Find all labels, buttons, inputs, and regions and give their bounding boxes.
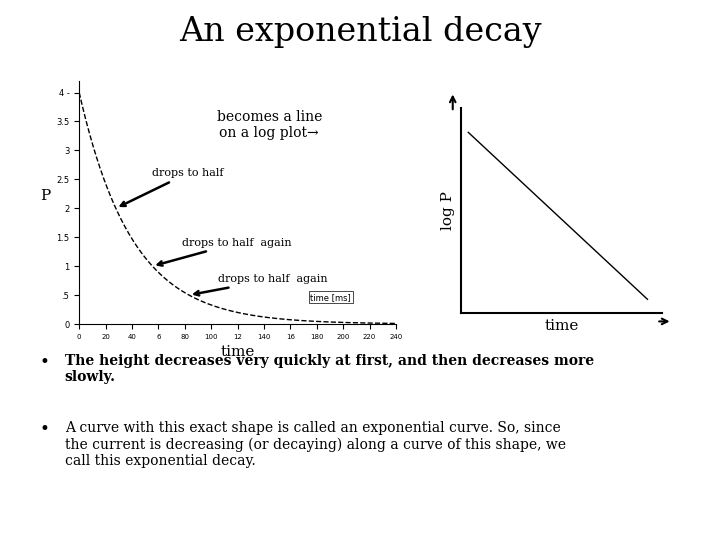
Text: •: • [40,354,50,370]
Y-axis label: P: P [40,188,50,202]
X-axis label: time: time [544,319,579,333]
Text: time [ms]: time [ms] [310,293,351,302]
Text: An exponential decay: An exponential decay [179,16,541,48]
Text: A curve with this exact shape is called an exponential curve. So, since
the curr: A curve with this exact shape is called … [65,421,566,468]
Y-axis label: log P: log P [441,191,455,230]
Text: becomes a line
on a log plot→: becomes a line on a log plot→ [217,110,322,140]
X-axis label: time: time [220,345,255,359]
Text: •: • [40,421,50,438]
Text: The height decreases very quickly at first, and then decreases more
slowly.: The height decreases very quickly at fir… [65,354,594,384]
Text: drops to half  again: drops to half again [194,274,328,295]
Text: drops to half: drops to half [121,168,223,206]
Text: drops to half  again: drops to half again [158,238,292,266]
